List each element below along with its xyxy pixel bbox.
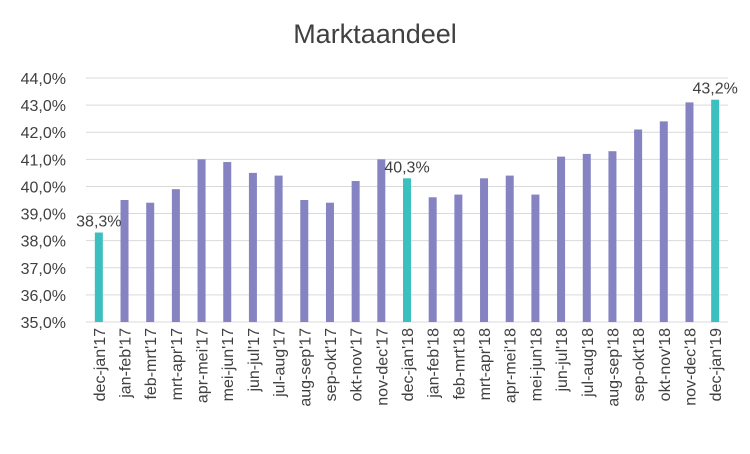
x-tick-label: aug-sep'17 — [297, 328, 314, 407]
x-tick-label: mei-jun'17 — [220, 328, 237, 401]
x-tick-label: mrt-apr'17 — [169, 328, 186, 401]
x-tick-label: okt-nov'18 — [657, 328, 674, 401]
bar — [377, 159, 386, 322]
bar — [171, 189, 180, 322]
chart-title: Marktaandeel — [293, 19, 457, 49]
x-tick-label: feb-mrt'18 — [451, 328, 468, 400]
y-tick-label: 44,0% — [21, 71, 66, 88]
bar — [531, 194, 540, 322]
bar — [94, 232, 103, 322]
bar — [582, 153, 591, 322]
bars — [94, 99, 720, 323]
bar — [197, 159, 206, 322]
y-tick-label: 35,0% — [21, 315, 66, 332]
bar — [120, 200, 129, 322]
data-label: 40,3% — [384, 159, 429, 176]
bar — [223, 162, 232, 322]
y-tick-label: 37,0% — [21, 261, 66, 278]
y-tick-label: 36,0% — [21, 288, 66, 305]
x-tick-label: sep-okt'17 — [323, 328, 340, 401]
y-tick-label: 43,0% — [21, 98, 66, 115]
bar — [428, 197, 437, 322]
bar — [351, 181, 360, 322]
y-tick-label: 38,0% — [21, 234, 66, 251]
bar — [454, 194, 463, 322]
bar — [274, 175, 283, 322]
bar — [480, 178, 489, 322]
x-axis-ticks: dec-jan'17 jan-feb'17 feb-mrt'17 mrt-apr'17… — [92, 328, 725, 407]
x-tick-label: jun-jul'18 — [554, 328, 571, 393]
x-tick-label: mei-jun'18 — [528, 328, 545, 401]
x-tick-label: nov-dec'17 — [374, 328, 391, 406]
bar — [608, 151, 617, 322]
x-tick-label: jul-aug'18 — [580, 328, 597, 398]
data-label: 43,2% — [692, 81, 737, 98]
bar — [403, 178, 411, 322]
x-tick-label: okt-nov'17 — [349, 328, 366, 401]
bar — [711, 99, 720, 322]
y-tick-label: 41,0% — [21, 152, 66, 169]
y-tick-label: 40,0% — [21, 179, 66, 196]
bar — [634, 129, 643, 322]
x-tick-label: jan-feb'17 — [118, 328, 135, 399]
data-labels: 38,3% 40,3% 43,2% — [76, 81, 738, 231]
bar — [557, 156, 566, 322]
x-tick-label: sep-okt'18 — [631, 328, 648, 401]
x-tick-label: dec-jan'17 — [92, 328, 109, 401]
x-tick-label: feb-mrt'17 — [143, 328, 160, 400]
x-tick-label: apr-mei'18 — [503, 328, 520, 403]
bar — [505, 175, 514, 322]
x-tick-label: jun-jul'17 — [246, 328, 263, 393]
bar — [659, 121, 668, 322]
x-tick-label: jul-aug'17 — [272, 328, 289, 398]
x-tick-label: jan-feb'18 — [426, 328, 443, 399]
y-axis-ticks: 35,0% 36,0% 37,0% 38,0% 39,0% 40,0% 41,0% 42,0%… — [21, 71, 66, 332]
x-tick-label: dec-jan'19 — [708, 328, 725, 401]
bar — [146, 202, 155, 322]
y-tick-label: 39,0% — [21, 207, 66, 224]
bar — [325, 202, 334, 322]
bar — [248, 172, 257, 322]
x-tick-label: apr-mei'17 — [195, 328, 212, 403]
x-tick-label: mrt-apr'18 — [477, 328, 494, 401]
x-tick-label: aug-sep'18 — [605, 328, 622, 407]
x-tick-label: nov-dec'18 — [682, 328, 699, 406]
data-label: 38,3% — [76, 214, 121, 231]
x-tick-label: dec-jan'18 — [400, 328, 417, 401]
bar — [685, 102, 694, 323]
y-tick-label: 42,0% — [21, 125, 66, 142]
bar — [300, 200, 309, 322]
